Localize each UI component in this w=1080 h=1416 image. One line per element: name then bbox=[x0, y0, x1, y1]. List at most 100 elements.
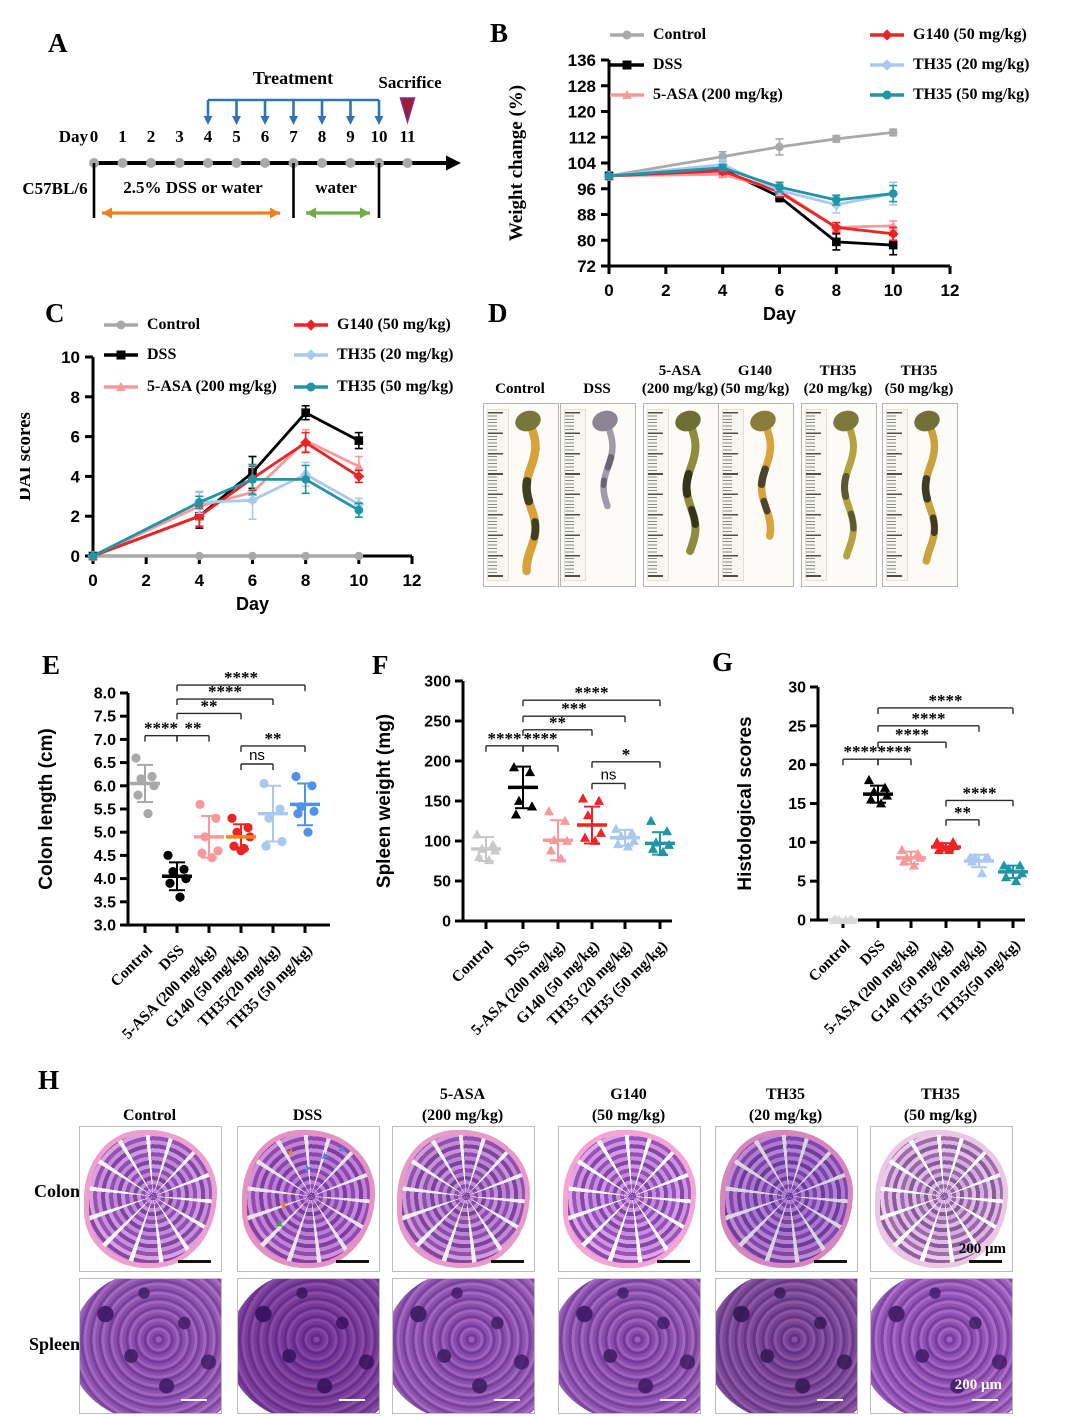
svg-text:50: 50 bbox=[433, 874, 451, 891]
histology-column-header: G140 (50 mg/kg) bbox=[591, 1086, 666, 1125]
svg-text:300: 300 bbox=[424, 674, 451, 691]
dss-phase-label: 2.5% DSS or water bbox=[123, 178, 263, 197]
svg-text:Control: Control bbox=[448, 937, 497, 986]
scale-bar bbox=[339, 1398, 365, 1401]
svg-text:2: 2 bbox=[71, 507, 80, 526]
group bbox=[290, 771, 320, 837]
scale-bar bbox=[491, 1259, 524, 1263]
colon-photo-header: 5-ASA (200 mg/kg) bbox=[641, 362, 719, 398]
svg-text:72: 72 bbox=[577, 257, 596, 276]
svg-text:Spleen weight (mg): Spleen weight (mg) bbox=[374, 714, 395, 888]
legend-label: 5-ASA (200 mg/kg) bbox=[147, 378, 277, 395]
day-tick-9: 9 bbox=[346, 127, 355, 146]
legend-marker-icon bbox=[104, 381, 138, 391]
legend-label: 5-ASA (200 mg/kg) bbox=[653, 86, 783, 103]
svg-text:**: ** bbox=[185, 719, 202, 738]
svg-text:Weight change (%): Weight change (%) bbox=[506, 85, 527, 241]
svg-text:136: 136 bbox=[568, 51, 596, 70]
legend-label: DSS bbox=[147, 346, 177, 363]
panel-h-label: H bbox=[38, 1065, 60, 1095]
panel-g: 0 5 10 15 20 25 30 Control DSS 5-ASA (200 mg/kg) G… bbox=[705, 645, 1080, 1070]
legend-item: TH35 (50 mg/kg) bbox=[292, 378, 453, 396]
day-tick-5: 5 bbox=[232, 127, 241, 146]
ruler bbox=[886, 409, 908, 581]
svg-text:Day: Day bbox=[763, 304, 796, 324]
svg-text:6: 6 bbox=[775, 281, 784, 300]
svg-text:7.0: 7.0 bbox=[94, 732, 116, 749]
svg-text:3.5: 3.5 bbox=[94, 894, 116, 911]
svg-text:104: 104 bbox=[568, 154, 597, 173]
colon-photo bbox=[643, 403, 719, 587]
panel-e-label: E bbox=[42, 650, 61, 680]
day-tick-6: 6 bbox=[260, 127, 270, 146]
svg-text:0: 0 bbox=[797, 913, 806, 930]
day-tick-0: 0 bbox=[89, 127, 99, 146]
colon-specimen bbox=[592, 410, 618, 510]
legend-item: G140 (50 mg/kg) bbox=[868, 26, 1027, 44]
axes: 3.0 3.5 4.0 4.5 5.0 5.5 6.0 6.5 7.0 7.5 8.0 Control… bbox=[36, 686, 330, 1043]
colon-histology-image bbox=[392, 1126, 535, 1272]
group bbox=[130, 753, 160, 819]
ruler bbox=[487, 409, 509, 581]
svg-text:ns: ns bbox=[601, 766, 617, 783]
spleen-row-label: Spleen bbox=[28, 1334, 80, 1354]
svg-text:**: ** bbox=[954, 803, 971, 822]
svg-text:****: **** bbox=[524, 729, 558, 748]
group bbox=[931, 837, 961, 855]
spleen-histology-image bbox=[237, 1278, 380, 1414]
colon-photo-header: TH35 (20 mg/kg) bbox=[803, 362, 873, 398]
legend-item: TH35 (20 mg/kg) bbox=[868, 56, 1029, 74]
day-axis-label: Day bbox=[58, 127, 88, 146]
colon-photo-header: Control bbox=[495, 381, 545, 398]
tissue-section bbox=[716, 1279, 857, 1413]
legend-item: 5-ASA (200 mg/kg) bbox=[608, 86, 783, 104]
svg-text:25: 25 bbox=[788, 718, 806, 735]
svg-text:96: 96 bbox=[577, 180, 596, 199]
group bbox=[258, 778, 288, 851]
strain-label: C57BL/6 bbox=[22, 179, 88, 198]
weight-change-chart: 72 80 88 96 104 112 120 128 136 0 2 4 6 8 10 12 Day Weigh… bbox=[506, 51, 959, 324]
treatment-label: Treatment bbox=[252, 68, 334, 88]
svg-text:15: 15 bbox=[788, 796, 806, 813]
axes: 72 80 88 96 104 112 120 128 136 0 2 4 6 8 10 12 Day Weigh… bbox=[506, 51, 959, 324]
group bbox=[863, 774, 893, 808]
svg-text:Day: Day bbox=[236, 594, 269, 614]
svg-text:****: **** bbox=[895, 725, 929, 744]
scale-bar-label: 200 μm bbox=[958, 1241, 1006, 1257]
day-tick-4: 4 bbox=[203, 127, 213, 146]
spleen-histology-image: 200 μm bbox=[870, 1278, 1013, 1414]
svg-text:100: 100 bbox=[424, 834, 451, 851]
scale-bar-label: 200 μm bbox=[954, 1377, 1002, 1393]
svg-text:5: 5 bbox=[797, 874, 806, 891]
panel-e: 3.0 3.5 4.0 4.5 5.0 5.5 6.0 6.5 7.0 7.5 8.0 Control… bbox=[30, 645, 365, 1070]
svg-text:6.0: 6.0 bbox=[94, 778, 116, 795]
group bbox=[998, 860, 1028, 886]
svg-text:****: **** bbox=[929, 691, 963, 710]
legend-item: Control bbox=[608, 26, 706, 44]
group bbox=[896, 844, 926, 870]
colon-specimen bbox=[515, 410, 541, 576]
series bbox=[88, 551, 364, 561]
legend-item: DSS bbox=[102, 346, 176, 364]
tissue-section bbox=[84, 1129, 217, 1269]
legend-item: DSS bbox=[608, 56, 682, 74]
colon-photo-header: DSS bbox=[583, 381, 611, 398]
legend-label: TH35 (20 mg/kg) bbox=[913, 56, 1030, 73]
group bbox=[828, 914, 858, 924]
histology-column-header: TH35 (20 mg/kg) bbox=[748, 1086, 823, 1125]
scale-bar bbox=[657, 1259, 690, 1263]
svg-text:200: 200 bbox=[424, 754, 451, 771]
sacrifice-label: Sacrifice bbox=[378, 73, 442, 92]
svg-text:120: 120 bbox=[568, 103, 596, 122]
scale-bar bbox=[336, 1259, 369, 1263]
svg-text:12: 12 bbox=[403, 571, 422, 590]
tissue-section bbox=[397, 1129, 530, 1269]
series bbox=[88, 463, 364, 561]
svg-text:8.0: 8.0 bbox=[94, 686, 116, 703]
svg-text:Control: Control bbox=[107, 941, 156, 990]
panel-b: 72 80 88 96 104 112 120 128 136 0 2 4 6 8 10 12 Day Weigh… bbox=[480, 8, 1080, 326]
colon-photo bbox=[801, 403, 877, 587]
ruler bbox=[647, 409, 669, 581]
svg-text:****: **** bbox=[912, 709, 946, 728]
